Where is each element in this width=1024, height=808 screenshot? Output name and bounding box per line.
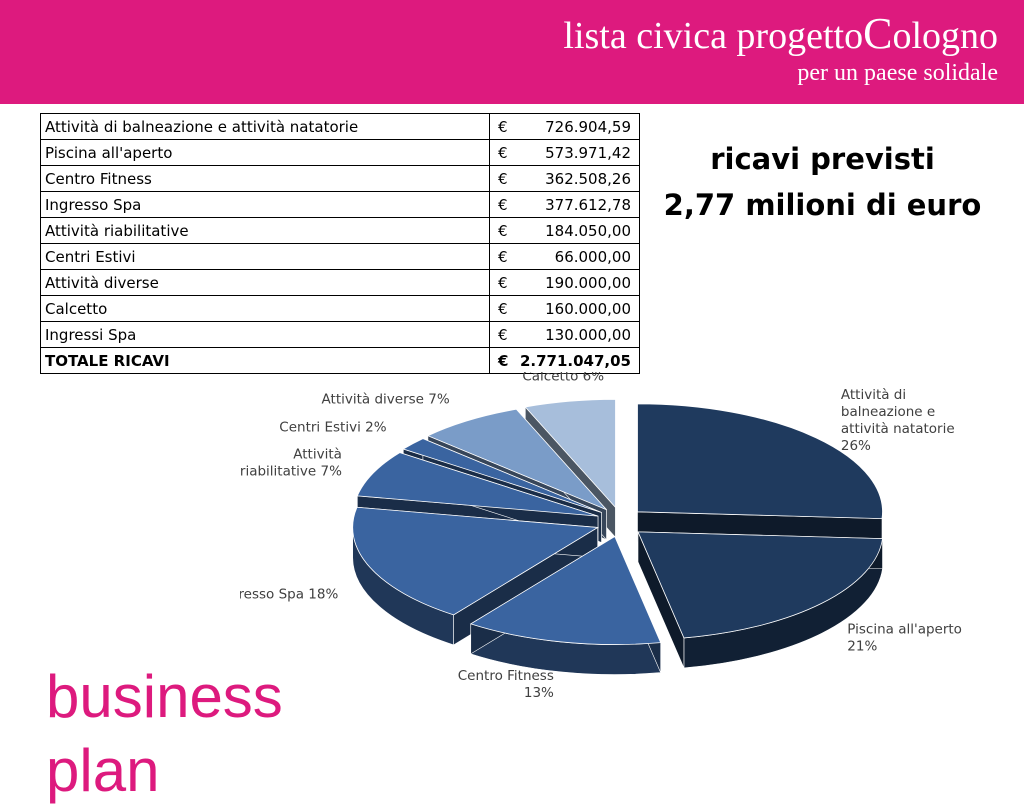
row-amount: 726.904,59 xyxy=(515,113,640,140)
headline-line-2: 2,77 milioni di euro xyxy=(663,188,982,222)
row-currency: € xyxy=(488,217,516,244)
row-label: Ingresso Spa xyxy=(40,191,490,218)
brand-title: lista civica progettoCologno xyxy=(563,9,998,58)
pie-label-line: riabilitative 7% xyxy=(240,464,342,480)
row-amount: 573.971,42 xyxy=(515,139,640,166)
row-currency: € xyxy=(488,269,516,296)
pie-slice-label: Calcetto 6% xyxy=(522,372,604,385)
row-currency: € xyxy=(488,243,516,270)
row-label: Attività riabilitative xyxy=(40,217,490,244)
pie-label-line: Piscina all'aperto xyxy=(847,621,962,637)
row-amount: 362.508,26 xyxy=(515,165,640,192)
pie-label-line: Attività diverse 7% xyxy=(322,392,450,408)
business-plan-line-1: business xyxy=(46,663,283,730)
row-amount: 377.612,78 xyxy=(515,191,640,218)
pie-label-line: Calcetto 6% xyxy=(522,372,604,385)
row-label: Attività di balneazione e attività natat… xyxy=(40,113,490,140)
row-currency: € xyxy=(488,165,516,192)
pie-label-line: Centri Estivi 2% xyxy=(279,420,386,436)
pie-slice-label: Centri Estivi 2% xyxy=(279,420,386,436)
row-amount: 2.771.047,05 xyxy=(515,347,640,374)
pie-label-line: 26% xyxy=(841,438,871,454)
revenue-table: Attività di balneazione e attività natat… xyxy=(40,113,640,374)
table-total-row: TOTALE RICAVI €2.771.047,05 xyxy=(40,347,640,374)
revenue-pie-chart: Attività di balneazione e attività natator… xyxy=(217,369,975,752)
row-currency: € xyxy=(488,295,516,322)
row-amount: 66.000,00 xyxy=(515,243,640,270)
pie-slice-label: Attività di balneazione e attività natator… xyxy=(841,387,955,454)
row-label: TOTALE RICAVI xyxy=(40,347,490,374)
table-row: Centri Estivi €66.000,00 xyxy=(40,243,640,270)
row-label: Centro Fitness xyxy=(40,165,490,192)
pie-slice xyxy=(637,531,883,669)
pie-label-line: Attività xyxy=(293,447,342,463)
pie-label-line: Ingresso Spa 18% xyxy=(240,586,338,602)
row-amount: 160.000,00 xyxy=(515,295,640,322)
pie-label-line: Centro Fitness xyxy=(458,668,554,684)
pie-slice-label: Attività diverse 7% xyxy=(322,392,450,408)
row-currency: € xyxy=(488,113,516,140)
table-row: Piscina all'aperto €573.971,42 xyxy=(40,139,640,166)
table-row: Calcetto €160.000,00 xyxy=(40,295,640,322)
table-row: Ingresso Spa €377.612,78 xyxy=(40,191,640,218)
row-label: Piscina all'aperto xyxy=(40,139,490,166)
row-amount: 184.050,00 xyxy=(515,217,640,244)
header-banner: lista civica progettoCologno per un paes… xyxy=(0,0,1024,104)
pie-label-line: attività natatorie xyxy=(841,421,955,437)
table-row: Ingressi Spa €130.000,00 xyxy=(40,321,640,348)
pie-slice-label: Attività riabilitative 7% xyxy=(240,447,342,480)
brand-tagline: per un paese solidale xyxy=(797,60,998,86)
row-label: Attività diverse xyxy=(40,269,490,296)
pie-slice-label: Centro Fitness 13% xyxy=(458,668,554,701)
row-label: Centri Estivi xyxy=(40,243,490,270)
pie-slice-label: Ingresso Spa 18% xyxy=(240,586,338,602)
row-label: Calcetto xyxy=(40,295,490,322)
headline-line-1: ricavi previsti xyxy=(710,142,935,176)
row-label: Ingressi Spa xyxy=(40,321,490,348)
business-plan-line-2: plan xyxy=(46,737,160,804)
row-currency: € xyxy=(488,191,516,218)
pie-label-line: 21% xyxy=(847,638,877,654)
row-amount: 130.000,00 xyxy=(515,321,640,348)
row-amount: 190.000,00 xyxy=(515,269,640,296)
pie-label-line: 13% xyxy=(524,685,554,701)
pie-slice-label: Piscina all'aperto 21% xyxy=(847,621,962,654)
row-currency: € xyxy=(488,321,516,348)
headline: ricavi previsti 2,77 milioni di euro xyxy=(650,136,995,228)
row-currency: € xyxy=(488,139,516,166)
table-row: Attività riabilitative €184.050,00 xyxy=(40,217,640,244)
row-currency: € xyxy=(488,347,516,374)
pie-slice xyxy=(469,535,662,675)
table-row: Attività diverse €190.000,00 xyxy=(40,269,640,296)
table-row: Centro Fitness €362.508,26 xyxy=(40,165,640,192)
pie-label-line: Attività di xyxy=(841,387,906,403)
business-plan-title: business plan xyxy=(46,660,346,808)
table-row: Attività di balneazione e attività natat… xyxy=(40,113,640,140)
pie-label-line: balneazione e xyxy=(841,404,935,420)
